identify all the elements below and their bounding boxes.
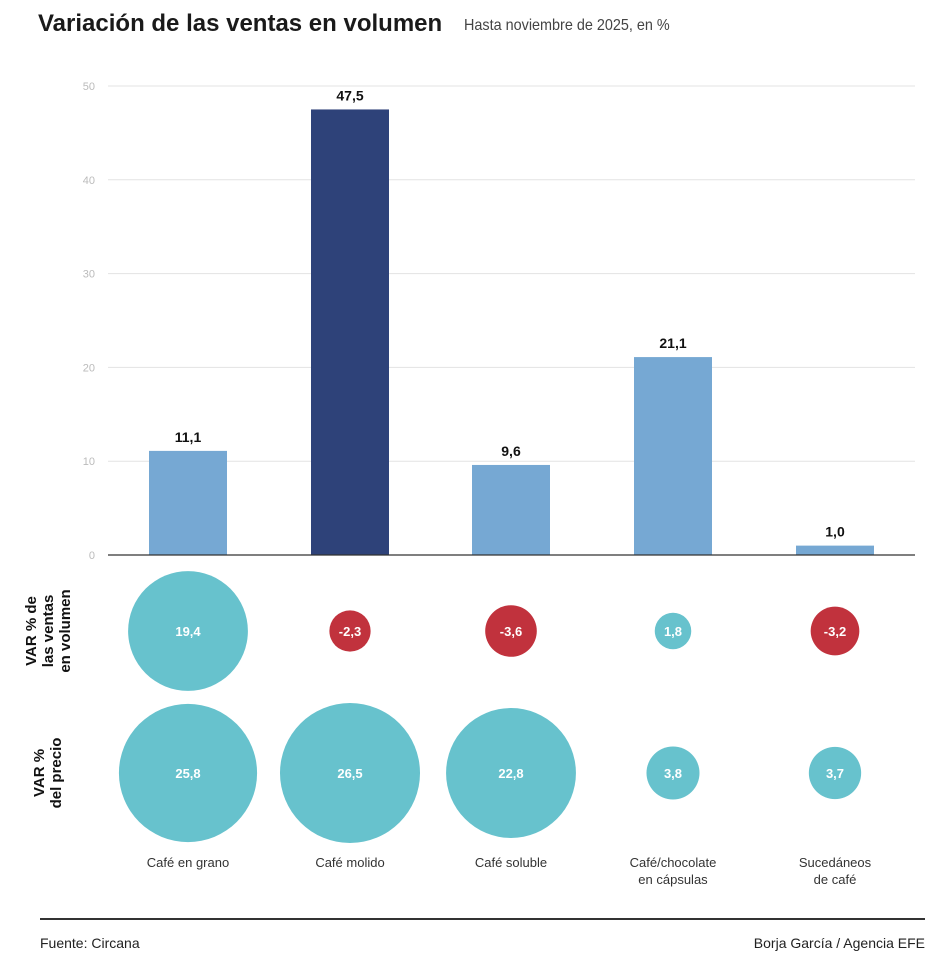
- bubble: [646, 746, 700, 800]
- bubble: [128, 571, 248, 691]
- bar-value-label: 47,5: [336, 87, 363, 103]
- bar-value-label: 1,0: [825, 524, 845, 540]
- bar: [472, 464, 550, 555]
- bar-value-label: 9,6: [501, 443, 521, 459]
- bubble-value-label: 26,5: [337, 766, 362, 781]
- bubble-value-label: 22,8: [498, 766, 523, 781]
- category-label: Café en grano: [147, 855, 229, 870]
- category-label: Sucedáneos: [799, 855, 872, 870]
- row-label: VAR %: [31, 749, 48, 797]
- bubble-value-label: -3,6: [500, 624, 522, 639]
- bubble: [654, 612, 692, 650]
- bubble-value-label: -2,3: [339, 624, 361, 639]
- bar: [149, 450, 227, 555]
- y-tick-label: 20: [83, 362, 95, 374]
- category-label: Café soluble: [475, 855, 547, 870]
- bubble: [446, 708, 576, 838]
- credit-text: Borja García / Agencia EFE: [753, 935, 925, 951]
- bubble-value-label: 25,8: [175, 766, 200, 781]
- bubble: [279, 702, 421, 844]
- y-tick-label: 10: [83, 456, 95, 468]
- bubble: [118, 703, 258, 843]
- category-label: Café/chocolate: [630, 855, 717, 870]
- category-label: Café molido: [315, 855, 384, 870]
- row-label: del precio: [48, 738, 65, 809]
- y-tick-label: 30: [83, 269, 95, 281]
- bubble: [485, 605, 537, 657]
- bar-value-label: 11,1: [175, 429, 202, 445]
- source-text: Fuente: Circana: [40, 935, 140, 951]
- category-label: de café: [814, 872, 857, 887]
- bubble: [810, 606, 860, 656]
- y-tick-label: 50: [83, 81, 95, 93]
- chart-title: Variación de las ventas en volumen: [38, 10, 443, 37]
- bubble-value-label: 3,7: [826, 766, 844, 781]
- bar: [634, 357, 712, 555]
- y-tick-label: 40: [83, 175, 95, 187]
- bubble-value-label: 3,8: [664, 766, 682, 781]
- bubble-value-label: -3,2: [824, 624, 846, 639]
- chart-subtitle: Hasta noviembre de 2025, en %: [464, 17, 670, 34]
- bar: [796, 545, 874, 555]
- row-label: las ventas: [40, 595, 57, 668]
- bubble-value-label: 19,4: [175, 624, 201, 639]
- category-label: en cápsulas: [638, 872, 708, 887]
- bar: [311, 109, 389, 555]
- bubble: [329, 610, 371, 652]
- bubble: [808, 746, 862, 800]
- row-label: VAR % de: [23, 596, 40, 666]
- y-tick-label: 0: [89, 550, 95, 562]
- bar-value-label: 21,1: [659, 335, 686, 351]
- footer-divider: [40, 918, 925, 920]
- bubble-value-label: 1,8: [664, 624, 682, 639]
- row-label: en volumen: [57, 589, 74, 672]
